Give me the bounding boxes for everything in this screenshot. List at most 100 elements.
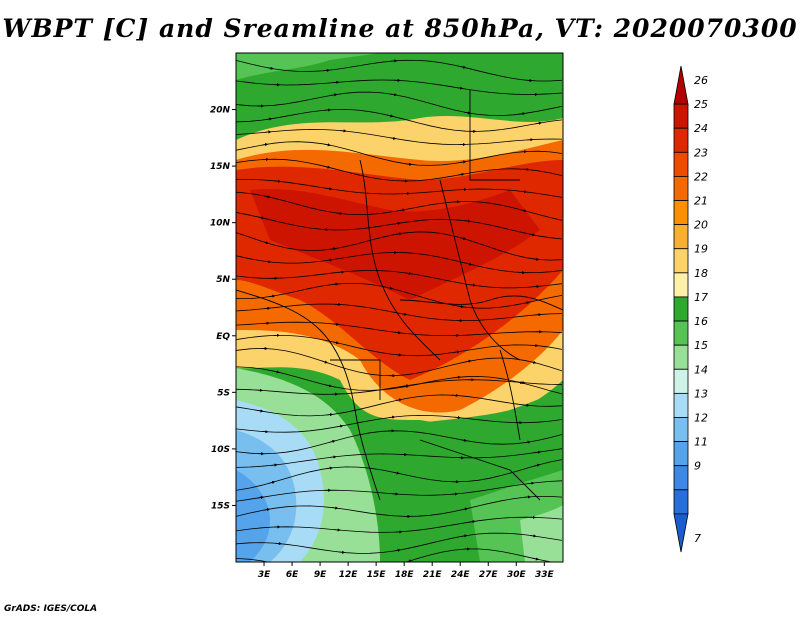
streamline — [236, 335, 563, 357]
colorbar-label: 22 — [694, 170, 708, 183]
colorbar-label: 19 — [694, 243, 708, 256]
streamline — [236, 141, 563, 166]
streamline-arrow — [459, 160, 467, 164]
colorbar-segment — [673, 465, 689, 491]
streamline-arrow — [405, 162, 413, 166]
chart-title: WBPT [C] and Sreamline at 850hPa, VT: 20… — [2, 14, 798, 43]
streamline — [236, 179, 563, 198]
streamline-arrow — [523, 301, 530, 305]
streamline-arrow — [328, 439, 336, 444]
colorbar-segment — [673, 368, 689, 394]
streamline-arrow — [533, 463, 541, 467]
streamline-arrow — [388, 415, 396, 419]
streamline-arrow — [265, 117, 273, 121]
colorbar-label: 15 — [694, 339, 708, 352]
streamline — [236, 548, 554, 562]
streamline — [236, 158, 563, 182]
colorbar-segment — [673, 513, 689, 553]
lon-tick-label: 6E — [286, 570, 299, 580]
streamline-arrow — [529, 360, 537, 364]
streamline-arrow — [256, 409, 264, 413]
streamline — [236, 212, 563, 240]
colorbar-segment — [673, 296, 689, 322]
streamline-arrow — [268, 480, 276, 484]
streamline-arrow — [394, 221, 401, 226]
lon-tick-label: 33E — [535, 570, 555, 580]
lon-tick-label: 21E — [423, 570, 443, 580]
lat-tick-label: 5S — [217, 388, 230, 398]
lon-tick-label: 18E — [395, 570, 415, 580]
colorbar-segment — [673, 417, 689, 442]
streamline-arrow — [524, 440, 531, 444]
streamline-arrow — [461, 507, 469, 511]
streamline-arrow — [469, 520, 476, 524]
streamline-arrow — [274, 179, 282, 183]
streamline-arrow — [267, 66, 274, 70]
streamline — [236, 496, 563, 517]
streamline-arrow — [326, 413, 334, 417]
streamline-arrow — [534, 450, 542, 454]
streamline-arrow — [519, 112, 526, 116]
streamline-arrow — [326, 258, 333, 262]
streamline — [236, 231, 563, 261]
streamline — [236, 516, 563, 533]
streamline — [236, 448, 563, 468]
streamline-arrow — [332, 341, 340, 345]
streamline — [236, 191, 563, 221]
colorbar-label: 21 — [694, 195, 708, 208]
lon-tick-label: 24E — [451, 570, 471, 580]
colorbar-label: 11 — [694, 436, 708, 449]
streamline — [236, 321, 563, 336]
streamline-arrow — [460, 438, 468, 442]
streamline-arrow — [325, 384, 333, 388]
colorbar-label: 25 — [694, 98, 708, 111]
colorbar-segment — [673, 320, 689, 346]
streamline-arrow — [465, 262, 473, 266]
colorbar-label: 23 — [694, 146, 708, 159]
colorbar-label: 12 — [694, 412, 708, 425]
colorbar-segment — [673, 200, 689, 226]
grads-footer: GrADS: IGES/COLA — [4, 604, 98, 614]
streamline — [236, 79, 563, 95]
streamline-arrow — [329, 455, 337, 459]
streamline-arrow — [464, 111, 472, 115]
streamline-arrow — [527, 481, 535, 485]
streamline-arrow — [400, 312, 408, 316]
colorbar-label: 17 — [694, 291, 708, 304]
streamline-arrow — [456, 86, 464, 90]
streamline — [236, 379, 563, 395]
lat-tick-label: EQ — [216, 332, 230, 342]
colorbar-label: 16 — [694, 315, 708, 328]
lat-tick-label: 15N — [210, 162, 231, 172]
streamline-arrow — [262, 241, 270, 245]
streamline-arrow — [405, 271, 412, 275]
streamline-arrow — [324, 143, 331, 147]
streamline-arrow — [532, 557, 540, 561]
streamline-arrow — [460, 534, 468, 538]
streamline-arrow — [520, 190, 528, 194]
lat-tick-label: 10S — [211, 445, 230, 455]
streamline — [236, 283, 563, 309]
lon-tick-label: 3E — [258, 570, 271, 580]
streamline-arrow — [274, 563, 279, 564]
lat-tick-label: 10N — [210, 219, 231, 229]
streamline-arrow — [528, 233, 536, 237]
streamline-arrow — [454, 415, 461, 420]
streamline-arrow — [329, 247, 337, 251]
colorbar-label: 14 — [694, 363, 708, 376]
colorbar-segment — [673, 65, 689, 105]
colorbar-label: 7 — [694, 532, 701, 545]
streamline-arrow — [535, 121, 542, 125]
country-borders — [236, 90, 563, 501]
streamline-arrow — [464, 219, 472, 223]
streamline-arrow — [395, 398, 403, 402]
streamline-arrow — [454, 375, 461, 379]
streamline-arrow — [457, 304, 465, 309]
streamline — [236, 108, 563, 132]
lon-tick-label: 12E — [339, 570, 359, 580]
streamline — [236, 269, 563, 289]
streamline — [236, 394, 563, 417]
lon-tick-label: 15E — [367, 570, 387, 580]
map-frame — [235, 52, 564, 563]
streamline-arrow — [402, 384, 410, 388]
